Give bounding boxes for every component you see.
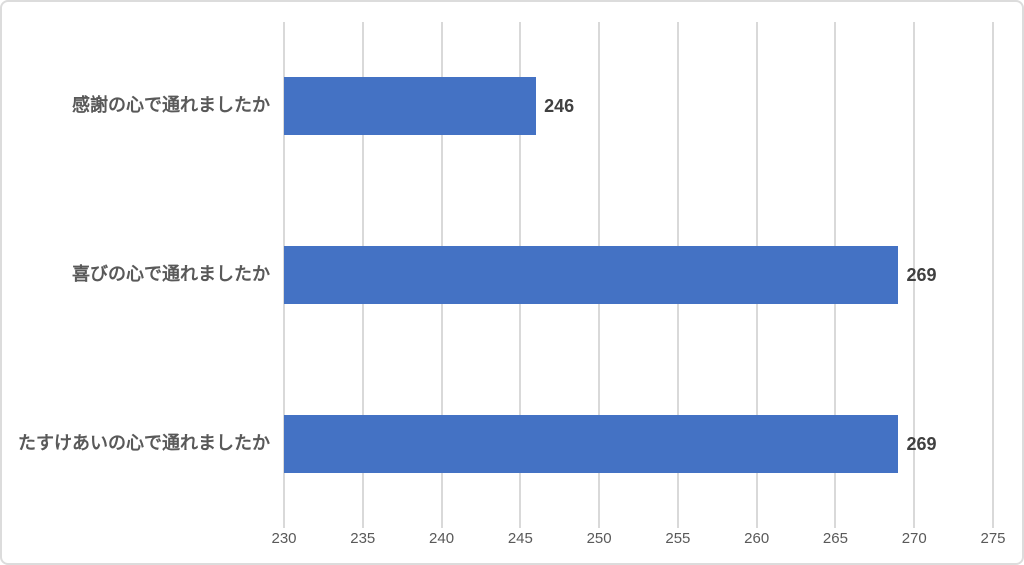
- category-label: 喜びの心で通れましたか: [72, 264, 270, 285]
- x-tick-label: 235: [350, 530, 376, 547]
- x-tick-label: 275: [980, 530, 1006, 547]
- x-tick-label: 245: [507, 530, 533, 547]
- data-label: 269: [906, 265, 937, 285]
- x-tick-label: 250: [586, 530, 612, 547]
- gridline: [913, 22, 916, 528]
- bar-2: [284, 246, 899, 304]
- plot-area: 246 269 269: [283, 22, 994, 528]
- x-tick-label: 260: [744, 530, 770, 547]
- x-tick-label: 270: [901, 530, 927, 547]
- data-label: 246: [544, 96, 575, 117]
- category-label: 感謝の心で通れましたか: [72, 95, 270, 116]
- data-label: 269: [906, 433, 937, 454]
- gridline: [992, 22, 994, 528]
- x-tick-label: 255: [665, 530, 691, 547]
- bar-1: [284, 77, 537, 136]
- bar-3: [284, 414, 899, 473]
- category-axis: 感謝の心で通れましたか 喜びの心で通れましたかたすけあいの心で通れましたか: [2, 22, 270, 528]
- x-tick-label: 240: [429, 530, 455, 547]
- x-tick-label: 265: [822, 530, 848, 547]
- value-axis: 230 235 240 245 250 255 260 265 270 275: [2, 530, 1022, 556]
- x-tick-label: 230: [271, 530, 297, 547]
- category-label: たすけあいの心で通れましたか: [18, 432, 270, 453]
